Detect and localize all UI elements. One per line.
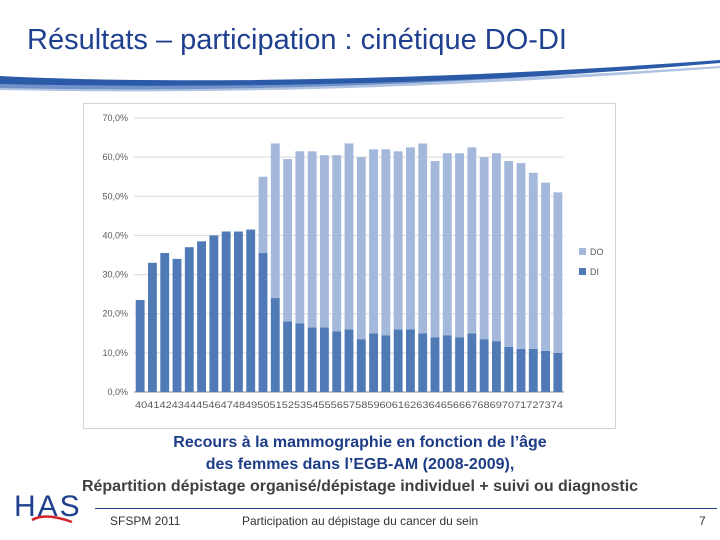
footer-divider: [95, 508, 717, 509]
y-tick-label: 20,0%: [102, 309, 128, 319]
bar-DI-50: [258, 253, 268, 392]
bar-DI-63: [418, 333, 428, 392]
bar-DI-56: [332, 331, 342, 392]
bar-DO-71: [516, 163, 526, 349]
logo-text: HAS: [14, 490, 82, 523]
footer-org: SFSPM 2011: [110, 514, 181, 528]
bar-DO-61: [393, 151, 403, 330]
bar-DO-53: [295, 151, 305, 324]
bar-DI-41: [148, 262, 157, 392]
y-tick-label: 60,0%: [102, 152, 128, 162]
header-swoosh: [0, 60, 720, 92]
x-tick-labels: 4041424344454647484950515253545556575859…: [135, 400, 563, 410]
bar-DI-44: [184, 247, 194, 392]
bar-DO-57: [344, 143, 354, 330]
footer-subject: Participation au dépistage du cancer du …: [242, 514, 479, 528]
bar-DO-66: [455, 153, 464, 338]
bar-DO-63: [418, 143, 428, 334]
bar-DO-69: [492, 153, 501, 342]
bar-DI-42: [160, 253, 170, 392]
bar-DO-58: [356, 157, 366, 340]
bar-DI-43: [172, 258, 182, 392]
y-tick-label: 0,0%: [107, 387, 128, 397]
bar-DI-53: [295, 323, 305, 392]
bar-DO-67: [467, 147, 477, 334]
y-tick-label: 40,0%: [102, 230, 128, 240]
caption-line-1: Recours à la mammographie en fonction de…: [173, 434, 547, 451]
bar-DO-60: [381, 149, 391, 336]
bar-DI-64: [430, 337, 440, 392]
bar-DI-72: [528, 348, 538, 392]
bar-DO-56: [332, 155, 342, 332]
has-logo: HAS: [14, 490, 82, 524]
caption-line-3: Répartition dépistage organisé/dépistage…: [81, 478, 639, 495]
bar-DO-55: [320, 155, 329, 328]
bar-DO-70: [504, 161, 514, 347]
bar-DI-71: [516, 348, 526, 392]
caption-line-2: des femmes dans l’EGB-AM (2008-2009),: [205, 456, 515, 473]
bar-DI-59: [369, 333, 378, 392]
bar-DI-62: [406, 329, 415, 392]
bar-DO-65: [442, 153, 452, 336]
bar-DO-51: [270, 143, 280, 299]
bar-DI-66: [455, 337, 464, 392]
bar-DI-48: [234, 231, 243, 392]
y-tick-label: 30,0%: [102, 270, 128, 280]
bar-DI-60: [381, 335, 391, 392]
bar-DO-73: [541, 182, 550, 351]
bar-DI-47: [221, 231, 231, 392]
bar-DI-52: [283, 321, 292, 392]
bar-DO-62: [406, 147, 415, 330]
y-tick-label: 50,0%: [102, 191, 128, 201]
bar-DO-64: [430, 161, 440, 338]
bar-DO-72: [528, 172, 538, 349]
bar-DI-40: [135, 300, 145, 392]
bar-DI-65: [442, 335, 452, 392]
page-number: 7: [699, 514, 706, 528]
bar-DI-68: [479, 339, 489, 392]
chart-container: 0,0% 10,0% 20,0% 30,0% 40,0% 50,0% 60,0% 70,0% 4…: [83, 103, 616, 429]
bar-DI-51: [270, 298, 280, 392]
bar-DI-74: [553, 352, 563, 392]
bar-DI-49: [246, 229, 256, 392]
bar-DI-46: [209, 235, 219, 392]
bar-DO-50: [258, 176, 268, 254]
bar-DI-55: [320, 327, 329, 392]
bar-DI-54: [307, 327, 317, 392]
legend-swatch-DO: [579, 248, 586, 255]
legend-swatch-DI: [579, 268, 586, 275]
bar-DI-58: [356, 339, 366, 392]
bar-DO-59: [369, 149, 378, 334]
legend-label-DI: DI: [590, 267, 599, 277]
bar-DI-57: [344, 329, 354, 392]
chart-caption: Recours à la mammographie en fonction de…: [0, 432, 720, 498]
bar-DI-61: [393, 329, 403, 392]
bar-DO-54: [307, 151, 317, 328]
stacked-bar-chart: 0,0% 10,0% 20,0% 30,0% 40,0% 50,0% 60,0% 70,0% 4…: [102, 113, 604, 410]
bar-DO-68: [479, 157, 489, 340]
y-tick-label: 10,0%: [102, 348, 128, 358]
y-tick-label: 70,0%: [102, 113, 128, 123]
bar-DI-45: [197, 241, 206, 392]
bar-DO-52: [283, 159, 292, 322]
slide-title: Résultats – participation : cinétique DO…: [27, 24, 567, 56]
bar-DO-74: [553, 192, 563, 353]
bar-DI-69: [492, 341, 501, 392]
legend-label-DO: DO: [590, 247, 604, 257]
bar-DI-70: [504, 346, 514, 392]
bar-DI-73: [541, 350, 550, 392]
bar-DI-67: [467, 333, 477, 392]
